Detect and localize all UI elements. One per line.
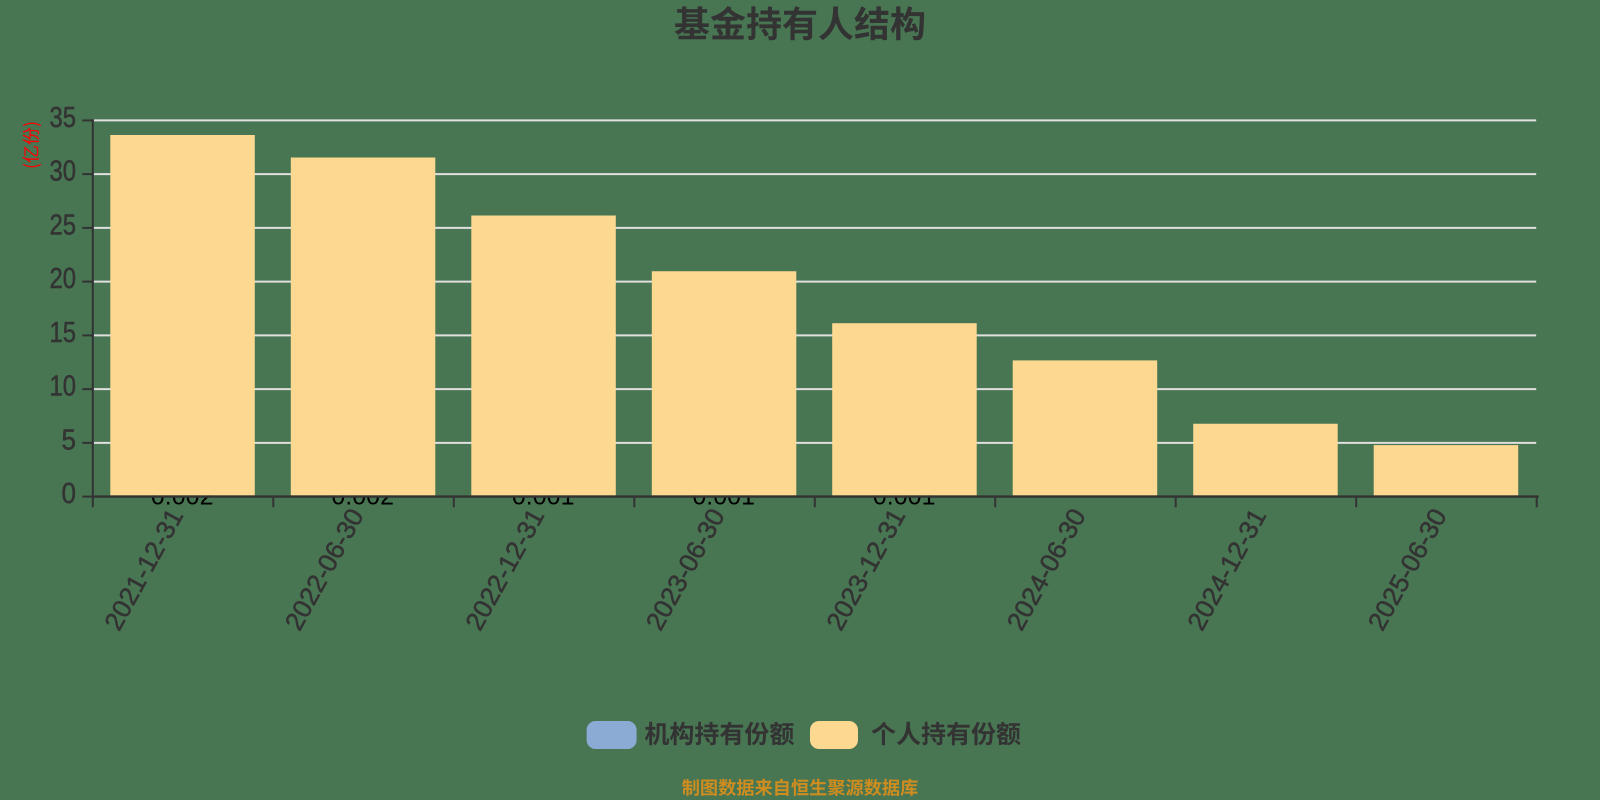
svg-text:15: 15 bbox=[50, 317, 77, 349]
svg-text:5: 5 bbox=[62, 424, 77, 456]
svg-text:25: 25 bbox=[50, 209, 77, 241]
svg-text:0: 0 bbox=[62, 478, 77, 510]
svg-text:10: 10 bbox=[50, 371, 77, 403]
svg-text:30: 30 bbox=[50, 156, 77, 188]
svg-text:35: 35 bbox=[50, 102, 77, 134]
svg-text:20: 20 bbox=[50, 263, 77, 295]
